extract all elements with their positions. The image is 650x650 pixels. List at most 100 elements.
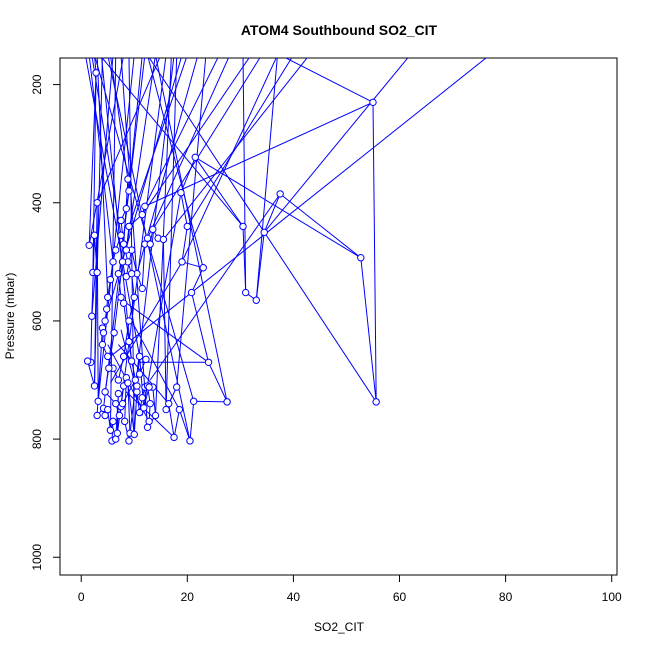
series-segment — [89, 58, 114, 262]
series-segment — [106, 292, 192, 360]
data-point — [118, 399, 127, 408]
data-point — [177, 189, 185, 197]
data-point — [186, 437, 194, 445]
data-point — [94, 397, 102, 405]
data-point — [124, 175, 132, 183]
data-point — [104, 405, 112, 414]
data-point — [191, 153, 199, 161]
series-segment — [107, 58, 191, 441]
data-point — [357, 254, 365, 262]
data-point — [276, 190, 284, 198]
y-tick-label: 1000 — [30, 544, 44, 571]
data-point — [204, 358, 213, 366]
series-segment — [118, 296, 209, 363]
data-point — [125, 437, 133, 445]
data-point — [130, 430, 138, 439]
series-segment — [148, 58, 377, 403]
data-point — [133, 382, 141, 390]
data-point — [90, 382, 99, 390]
y-tick-label: 800 — [30, 429, 44, 449]
y-axis-label: Pressure (mbar) — [3, 273, 17, 360]
data-point — [173, 383, 181, 391]
data-point — [101, 411, 109, 420]
data-point — [260, 228, 268, 237]
chart-title: ATOM4 Southbound SO2_CIT — [241, 22, 438, 38]
series-segment — [128, 58, 143, 191]
data-point — [135, 370, 144, 378]
data-point — [92, 69, 100, 77]
data-point — [99, 329, 108, 337]
series-segment — [96, 58, 109, 298]
data-point — [114, 376, 123, 384]
data-point — [109, 258, 117, 266]
x-tick-label: 60 — [393, 590, 407, 604]
data-point — [165, 399, 173, 408]
data-point — [117, 293, 125, 301]
data-point — [372, 398, 380, 406]
data-point — [252, 296, 260, 304]
series-segment — [263, 58, 409, 233]
data-point — [183, 222, 192, 231]
series-segment — [88, 58, 124, 246]
data-point — [146, 240, 154, 248]
data-point — [113, 429, 121, 437]
series-segment — [101, 58, 133, 362]
series-segment — [255, 58, 278, 301]
x-tick-label: 0 — [78, 590, 85, 604]
data-point — [105, 364, 113, 372]
data-point — [106, 426, 115, 434]
data-point — [121, 417, 129, 426]
data-point — [114, 389, 123, 398]
data-point — [135, 352, 144, 361]
x-tick-label: 40 — [287, 590, 301, 604]
data-point — [138, 284, 146, 293]
data-point — [170, 433, 178, 442]
data-point — [119, 299, 128, 307]
series-segment — [163, 58, 308, 240]
series-segment — [284, 58, 374, 103]
data-point — [122, 204, 131, 213]
series-segment — [165, 58, 178, 410]
data-point — [85, 241, 93, 250]
data-point — [90, 231, 99, 239]
data-point — [104, 352, 112, 361]
series-segment — [110, 58, 129, 180]
series-segment — [242, 58, 247, 293]
data-series — [83, 58, 487, 445]
data-point — [125, 222, 133, 231]
y-tick-label: 400 — [30, 192, 44, 212]
data-point — [187, 288, 196, 297]
x-axis: 0 20 40 60 80 100 — [78, 575, 622, 604]
data-point — [178, 258, 186, 266]
series-segment — [125, 58, 156, 251]
data-point — [114, 269, 123, 278]
data-point — [119, 240, 128, 248]
series-segment — [125, 391, 175, 438]
data-point — [117, 231, 125, 239]
data-point — [112, 246, 120, 254]
data-point — [199, 264, 207, 272]
data-point — [83, 357, 92, 365]
data-point — [112, 435, 120, 443]
data-point — [118, 258, 127, 266]
data-point — [138, 210, 146, 219]
plot-frame — [59, 57, 618, 576]
data-point — [223, 398, 231, 406]
series-segment — [131, 320, 180, 410]
data-point — [239, 222, 247, 231]
data-point — [145, 417, 153, 426]
data-point — [109, 417, 117, 426]
data-point — [101, 317, 109, 325]
x-axis-label: SO2_CIT — [314, 620, 365, 634]
data-point — [117, 216, 125, 225]
y-tick-label: 600 — [30, 311, 44, 331]
series-segment — [147, 58, 204, 268]
data-point — [130, 293, 138, 301]
data-point — [175, 405, 184, 414]
data-point — [241, 288, 250, 297]
data-point — [93, 199, 101, 207]
x-tick-label: 20 — [181, 590, 195, 604]
series-segment — [176, 58, 207, 388]
data-point — [122, 246, 131, 254]
series-segment — [154, 58, 172, 416]
